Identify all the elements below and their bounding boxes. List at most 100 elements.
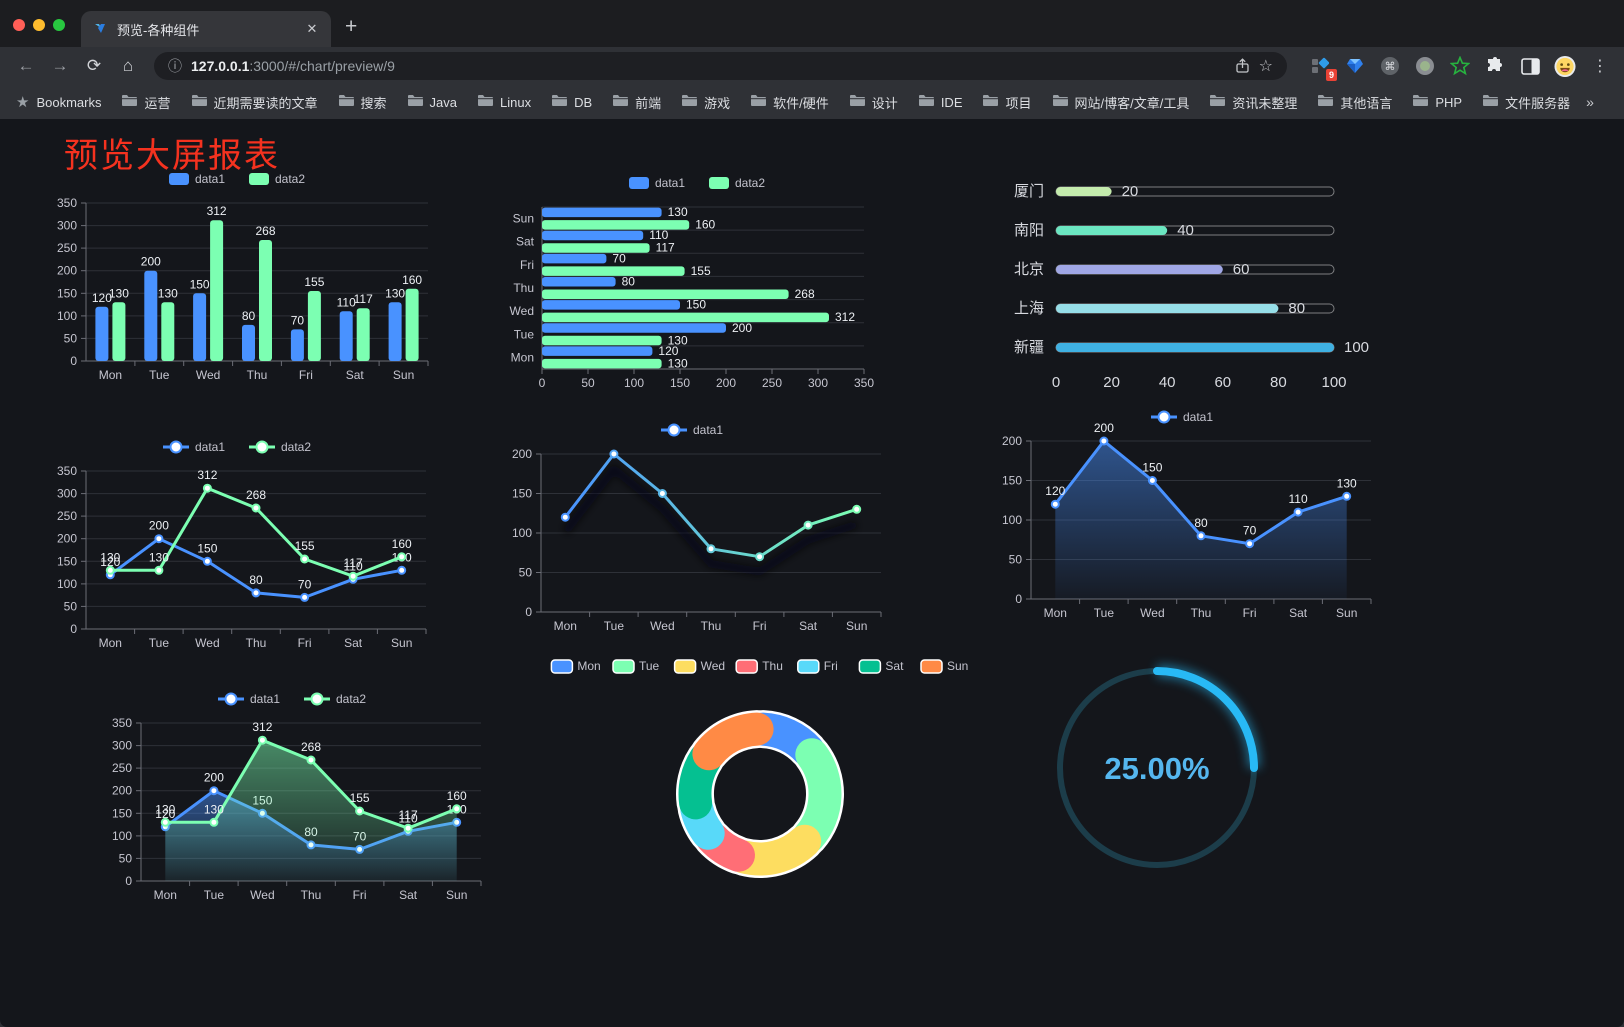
bookmark-folder-2[interactable]: 搜索 bbox=[338, 93, 387, 112]
svg-text:130: 130 bbox=[385, 286, 405, 300]
share-icon[interactable] bbox=[1235, 58, 1250, 74]
svg-text:Sat: Sat bbox=[1289, 606, 1308, 620]
svg-text:Tue: Tue bbox=[149, 368, 170, 382]
bookmark-star-icon[interactable]: ☆ bbox=[1258, 58, 1273, 75]
bookmark-folder-16[interactable]: 文件服务器 bbox=[1482, 93, 1570, 112]
side-panel-icon[interactable] bbox=[1519, 55, 1541, 77]
svg-text:0: 0 bbox=[125, 874, 132, 888]
svg-text:150: 150 bbox=[1142, 461, 1162, 475]
svg-text:80: 80 bbox=[1288, 300, 1305, 317]
dual-line-chart[interactable]: data1 data2 0 50 100 150 200 250 300 350 Mon Tue Wed… bbox=[40, 431, 440, 658]
svg-text:268: 268 bbox=[795, 287, 815, 301]
svg-text:70: 70 bbox=[298, 577, 312, 591]
svg-text:100: 100 bbox=[1321, 374, 1346, 391]
svg-text:Wed: Wed bbox=[1140, 606, 1164, 620]
forward-icon[interactable]: → bbox=[51, 56, 69, 75]
site-info-icon[interactable]: ⓘ bbox=[168, 58, 182, 74]
bookmarks-root[interactable]: ★ Bookmarks bbox=[16, 94, 102, 111]
svg-text:Mon: Mon bbox=[154, 888, 177, 902]
svg-text:110: 110 bbox=[337, 295, 356, 309]
page-title: 预览大屏报表 bbox=[64, 137, 280, 175]
bookmark-folder-0[interactable]: 运营 bbox=[121, 93, 171, 112]
svg-text:50: 50 bbox=[1009, 553, 1023, 567]
recorder-extension-icon[interactable] bbox=[1414, 55, 1436, 77]
close-window-button[interactable] bbox=[13, 19, 25, 31]
bookmark-folder-13[interactable]: 资讯未整理 bbox=[1209, 93, 1297, 112]
command-extension-icon[interactable]: ⌘ bbox=[1379, 55, 1401, 77]
svg-text:Fri: Fri bbox=[299, 368, 313, 382]
folder-icon bbox=[1052, 94, 1068, 110]
browser-menu-icon[interactable]: ⋮ bbox=[1592, 58, 1608, 75]
svg-text:Thu: Thu bbox=[1191, 606, 1212, 620]
svg-text:150: 150 bbox=[686, 298, 706, 312]
svg-text:Sat: Sat bbox=[516, 235, 535, 249]
folder-icon bbox=[1317, 94, 1334, 110]
svg-text:Sun: Sun bbox=[446, 888, 467, 902]
profile-avatar[interactable] bbox=[1554, 55, 1576, 77]
bookmark-folder-14[interactable]: 其他语言 bbox=[1317, 93, 1392, 112]
svg-text:Fri: Fri bbox=[1243, 606, 1257, 620]
svg-text:0: 0 bbox=[70, 354, 77, 368]
donut-pie-chart[interactable]: Mon Tue Wed Thu Fri Sat Sun bbox=[525, 654, 995, 919]
svg-text:data1: data1 bbox=[1183, 410, 1213, 424]
bookmark-folder-12[interactable]: 网站/博客/文章/工具 bbox=[1052, 93, 1189, 112]
dual-area-line-chart[interactable]: data1 data2 0 50 100 150 200 250 300 350 Mon Tue Wed… bbox=[95, 683, 495, 910]
new-tab-button[interactable]: + bbox=[345, 15, 358, 38]
svg-text:Sun: Sun bbox=[1336, 606, 1357, 620]
gem-extension-icon[interactable] bbox=[1344, 55, 1366, 77]
svg-text:上海: 上海 bbox=[1014, 300, 1044, 317]
gauge-chart[interactable]: 25.00% bbox=[1040, 651, 1275, 891]
gradient-line-chart[interactable]: data1 0 50 100 150 200 Mon Tue Wed Thu Fri Sat Sun bbox=[495, 414, 895, 641]
folder-icon bbox=[1412, 94, 1429, 110]
bookmark-folder-1[interactable]: 近期需要读的文章 bbox=[191, 93, 318, 112]
svg-text:新疆: 新疆 bbox=[1014, 339, 1044, 356]
tampermonkey-extension-icon[interactable]: 9 bbox=[1309, 55, 1337, 81]
bookmark-folder-10[interactable]: IDE bbox=[918, 94, 962, 110]
bookmark-folder-8[interactable]: 软件/硬件 bbox=[750, 93, 829, 112]
star-icon: ★ bbox=[16, 94, 30, 111]
svg-text:100: 100 bbox=[624, 376, 644, 390]
bookmark-folder-4[interactable]: Linux bbox=[477, 94, 531, 110]
svg-text:155: 155 bbox=[691, 264, 711, 278]
back-icon[interactable]: ← bbox=[17, 56, 35, 75]
extensions-puzzle-icon[interactable] bbox=[1484, 55, 1506, 77]
green-star-extension-icon[interactable] bbox=[1449, 55, 1471, 77]
minimize-window-button[interactable] bbox=[33, 19, 45, 31]
progress-bar-chart[interactable]: 厦门 20 南阳 40 北京 60 上海 80 新疆 100 0 20 40 60 80 100 bbox=[1000, 171, 1380, 411]
bookmark-folder-6[interactable]: 前端 bbox=[612, 93, 661, 112]
extension-badge: 9 bbox=[1325, 69, 1337, 81]
url-path: :3000/#/chart/preview/9 bbox=[249, 58, 395, 74]
bookmark-folder-5[interactable]: DB bbox=[551, 94, 592, 110]
bookmark-folder-7[interactable]: 游戏 bbox=[681, 93, 730, 112]
tab-close-icon[interactable]: ✕ bbox=[306, 21, 318, 36]
svg-text:50: 50 bbox=[119, 851, 133, 865]
home-icon[interactable]: ⌂ bbox=[122, 56, 134, 75]
bookmarks-overflow-icon[interactable]: » bbox=[1586, 94, 1594, 110]
svg-text:110: 110 bbox=[649, 228, 668, 242]
svg-text:Wed: Wed bbox=[701, 659, 725, 673]
svg-text:130: 130 bbox=[668, 356, 688, 370]
grouped-bar-chart[interactable]: data1 data2 0 50 100 150 200 250 300 350 Mon Tue Wed… bbox=[40, 163, 440, 390]
svg-text:130: 130 bbox=[668, 205, 688, 219]
browser-tab[interactable]: 预览-各种组件 ✕ bbox=[81, 11, 331, 47]
svg-text:70: 70 bbox=[1243, 524, 1257, 538]
bookmark-folder-3[interactable]: Java bbox=[407, 94, 457, 110]
svg-text:100: 100 bbox=[57, 309, 77, 323]
svg-text:120: 120 bbox=[92, 291, 112, 305]
folder-icon bbox=[1482, 94, 1499, 110]
svg-text:150: 150 bbox=[57, 286, 77, 300]
bookmark-folder-15[interactable]: PHP bbox=[1412, 94, 1462, 110]
zoom-window-button[interactable] bbox=[53, 19, 65, 31]
area-line-chart[interactable]: data1 0 50 100 150 200 Mon Tue Wed Thu Fri Sat Sun 12… bbox=[985, 401, 1385, 628]
svg-text:350: 350 bbox=[854, 376, 874, 390]
bookmark-folder-11[interactable]: 项目 bbox=[982, 93, 1032, 112]
svg-text:Tue: Tue bbox=[149, 636, 170, 650]
folder-icon bbox=[849, 94, 865, 110]
svg-text:250: 250 bbox=[112, 761, 132, 775]
bookmark-folder-9[interactable]: 设计 bbox=[849, 93, 898, 112]
svg-text:312: 312 bbox=[252, 720, 272, 734]
address-bar[interactable]: ⓘ 127.0.0.1:3000/#/chart/preview/9 ☆ bbox=[154, 52, 1287, 80]
horizontal-bar-chart[interactable]: data1 data2 Sun Sat Fri Thu Wed Tue Mon 0 50 100 150… bbox=[500, 167, 900, 400]
svg-text:⌘: ⌘ bbox=[1385, 61, 1396, 73]
reload-icon[interactable]: ⟳ bbox=[86, 56, 102, 75]
